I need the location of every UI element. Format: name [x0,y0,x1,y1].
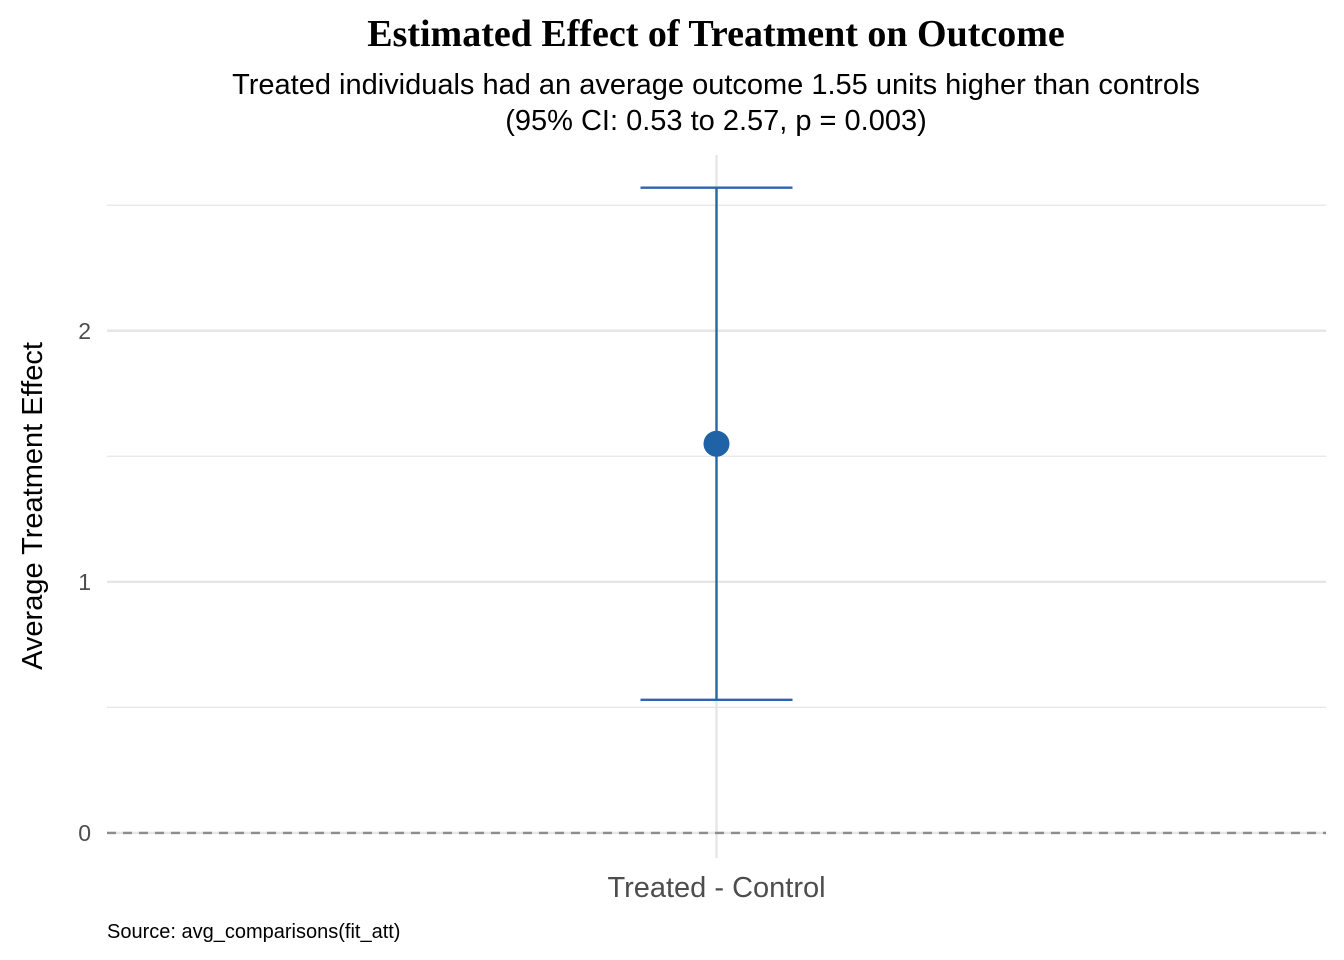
chart-title: Estimated Effect of Treatment on Outcome [367,13,1065,55]
estimate-point-0 [703,430,730,457]
y-tick-label-0: 0 [78,820,91,846]
chart-subtitle-line-2: (95% CI: 0.53 to 2.57, p = 0.003) [505,105,927,137]
x-tick-label-0: Treated - Control [607,872,825,904]
y-axis-title: Average Treatment Effect [17,342,49,670]
x-tick-labels: Treated - Control [607,872,825,904]
y-tick-labels: 0 1 2 [78,318,91,846]
y-tick-label-1: 1 [78,569,91,595]
chart-caption: Source: avg_comparisons(fit_att) [107,921,400,943]
marks-layer [640,186,793,702]
y-tick-label-2: 2 [78,318,91,344]
chart-subtitle-line-1: Treated individuals had an average outco… [232,69,1200,101]
